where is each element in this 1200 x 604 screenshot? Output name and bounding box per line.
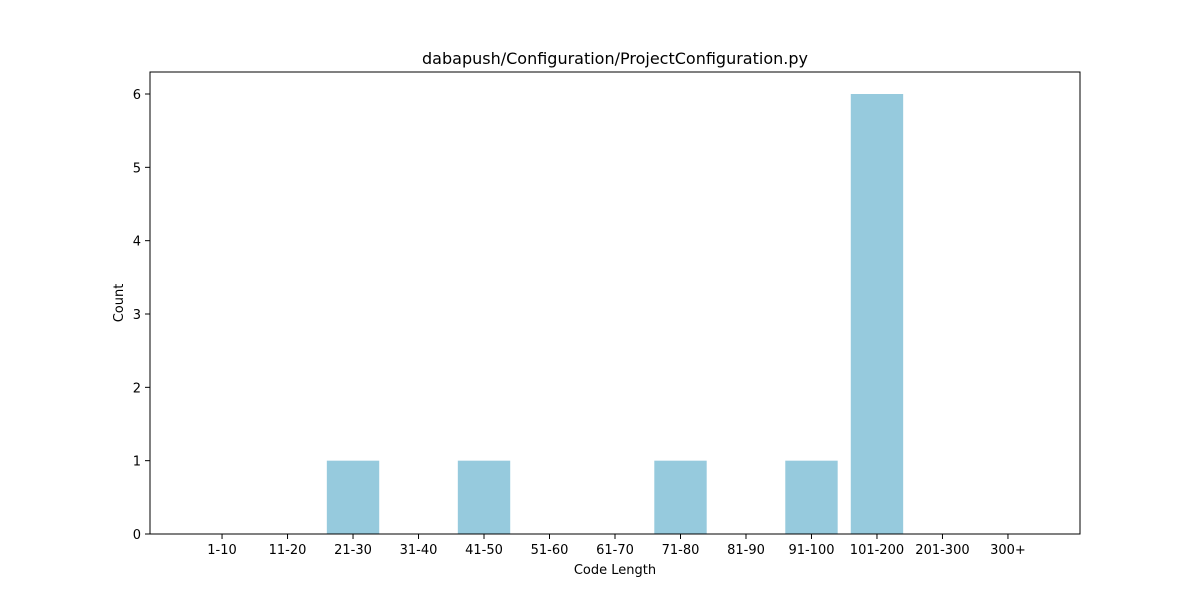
plot-area-frame xyxy=(149,71,1081,535)
x-tick-label: 11-20 xyxy=(269,543,307,558)
y-tick-label: 3 xyxy=(133,308,141,323)
y-axis-label: Count xyxy=(112,284,127,323)
chart-title: dabapush/Configuration/ProjectConfigurat… xyxy=(422,49,808,68)
x-tick-label: 81-90 xyxy=(727,543,765,558)
y-tick-label: 6 xyxy=(133,88,141,103)
bar-71-80 xyxy=(654,460,707,534)
y-tick-label: 5 xyxy=(133,161,141,176)
y-tick-label: 0 xyxy=(133,528,141,543)
y-tick-label: 2 xyxy=(133,381,141,396)
x-tick-label: 71-80 xyxy=(662,543,700,558)
x-tick-label: 31-40 xyxy=(400,543,438,558)
y-tick-label: 4 xyxy=(133,235,141,250)
x-tick-label: 41-50 xyxy=(465,543,503,558)
x-tick-label: 201-300 xyxy=(915,543,969,558)
bar-101-200 xyxy=(850,94,904,534)
bar-41-50 xyxy=(457,460,511,534)
y-tick-label: 1 xyxy=(133,455,141,470)
x-tick-label: 1-10 xyxy=(207,543,237,558)
bar-91-100 xyxy=(785,460,838,534)
x-axis-label: Code Length xyxy=(574,563,656,578)
bar-21-30 xyxy=(326,460,380,534)
x-tick-label: 51-60 xyxy=(531,543,569,558)
x-tick-label: 300+ xyxy=(990,543,1026,558)
x-tick-label: 101-200 xyxy=(850,543,904,558)
x-tick-label: 21-30 xyxy=(334,543,372,558)
x-tick-label: 61-70 xyxy=(596,543,634,558)
x-tick-label: 91-100 xyxy=(788,543,834,558)
